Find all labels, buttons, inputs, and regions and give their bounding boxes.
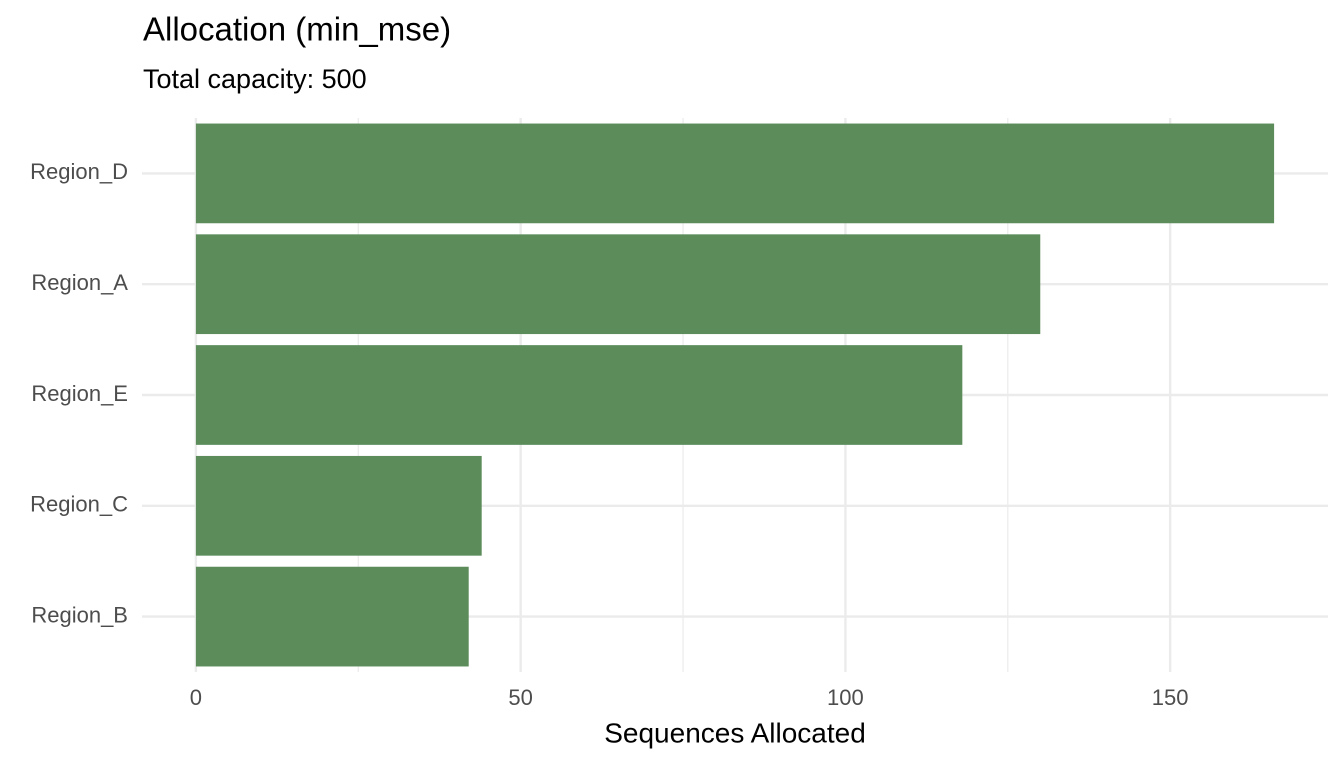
y-tick-label: Region_C [30, 492, 128, 517]
bar [195, 345, 963, 445]
bar [195, 234, 1041, 335]
bar [195, 566, 469, 667]
y-tick-label: Region_E [31, 381, 128, 406]
x-tick-label: 100 [827, 685, 864, 710]
x-tick-label: 0 [190, 685, 202, 710]
y-tick-label: Region_D [30, 159, 128, 184]
chart-title: Allocation (min_mse) [143, 11, 451, 48]
y-tick-label: Region_B [31, 602, 128, 627]
bar [195, 455, 482, 556]
x-tick-label: 50 [508, 685, 532, 710]
bar [195, 123, 1275, 224]
chart-subtitle: Total capacity: 500 [143, 64, 367, 94]
x-axis-label: Sequences Allocated [604, 717, 866, 748]
x-tick-label: 150 [1152, 685, 1189, 710]
y-tick-label: Region_A [31, 270, 128, 295]
